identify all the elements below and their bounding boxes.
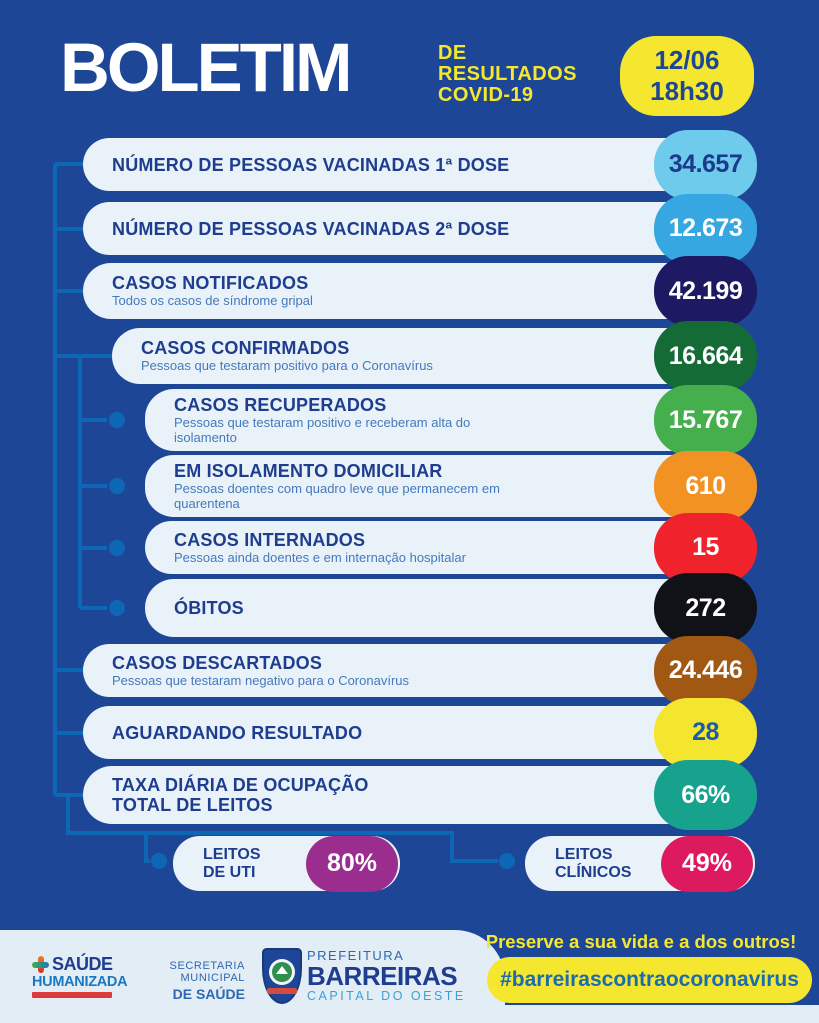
value-badge: 15 [654, 512, 757, 583]
value-badge: 80% [306, 835, 398, 892]
row-title: CASOS CONFIRMADOS [141, 338, 350, 359]
card-title-line1: LEITOS [203, 846, 261, 863]
row-text: ÓBITOS [145, 598, 356, 618]
prefeitura-barreiras-logo: PREFEITURA BARREIRAS CAPITAL DO OESTE [262, 948, 466, 1004]
saude-logo-tagline-bar [32, 992, 112, 998]
secretaria-line2: DE SAÚDE [172, 986, 245, 1002]
barreiras-shield-icon [262, 948, 302, 1004]
value-badge: 34.657 [654, 129, 757, 200]
prefeitura-line3: CAPITAL DO OESTE [307, 989, 466, 1003]
row-text: CASOS NOTIFICADOS Todos os casos de sínd… [83, 273, 425, 309]
stat-row-isolamento-domiciliar: EM ISOLAMENTO DOMICILIAR Pessoas doentes… [145, 451, 757, 521]
value-badge: 12.673 [654, 193, 757, 264]
time-label: 18h30 [650, 76, 724, 106]
row-subtitle: Pessoas ainda doentes e em internação ho… [174, 549, 466, 565]
value-badge: 49% [661, 835, 753, 892]
stat-row-casos-notificados: CASOS NOTIFICADOS Todos os casos de sínd… [83, 256, 757, 326]
stat-row-casos-descartados: CASOS DESCARTADOS Pessoas que testaram n… [83, 635, 757, 706]
value-badge: 42.199 [654, 256, 757, 326]
row-title: NÚMERO DE PESSOAS VACINADAS 2ª DOSE [112, 218, 510, 239]
saude-humanizada-logo: SAÚDE HUMANIZADA [32, 954, 128, 998]
row-text: NÚMERO DE PESSOAS VACINADAS 1ª DOSE [83, 155, 621, 175]
row-text: AGUARDANDO RESULTADO [83, 723, 474, 743]
secretaria-municipal-label: SECRETARIA MUNICIPAL DE SAÚDE [120, 960, 245, 1002]
bulletin-subtitle-line3: COVID-19 [438, 84, 534, 106]
card-leitos-clinicos: LEITOS CLÍNICOS 49% [525, 835, 755, 892]
stat-row-taxa-ocupacao-leitos: TAXA DIÁRIA DE OCUPAÇÃO TOTAL DE LEITOS … [83, 760, 757, 830]
saude-logo-line2: HUMANIZADA [32, 974, 128, 990]
card-title-line1: LEITOS [555, 846, 613, 863]
row-subtitle: Pessoas que testaram positivo e recebera… [174, 415, 471, 445]
preserve-message: Preserve a sua vida e a dos outros! [485, 931, 797, 952]
value-badge: 66% [654, 760, 757, 830]
card-title-line2: DE UTI [203, 863, 256, 881]
footer-light-band [0, 930, 505, 1023]
card-title: LEITOS DE UTI [173, 846, 261, 881]
saude-humanizada-cross-icon [32, 956, 49, 973]
stat-row-vacinadas-2-dose: NÚMERO DE PESSOAS VACINADAS 2ª DOSE 12.6… [83, 193, 757, 264]
row-subtitle: Pessoas que testaram positivo para o Cor… [141, 358, 433, 374]
value-badge: 272 [654, 573, 757, 643]
bulletin-subtitle-line1: DE [438, 42, 467, 64]
row-text: CASOS RECUPERADOS Pessoas que testaram p… [145, 395, 641, 445]
stat-row-casos-recuperados: CASOS RECUPERADOS Pessoas que testaram p… [145, 385, 757, 455]
row-title: CASOS RECUPERADOS [174, 395, 387, 415]
date-label: 12/06 [654, 45, 720, 75]
row-title: TAXA DIÁRIA DE OCUPAÇÃO TOTAL DE LEITOS [112, 775, 369, 815]
value-badge: 16.664 [654, 321, 757, 391]
card-leitos-uti: LEITOS DE UTI 80% [173, 835, 400, 892]
stat-row-casos-confirmados: CASOS CONFIRMADOS Pessoas que testaram p… [112, 321, 757, 391]
prefeitura-text: PREFEITURA BARREIRAS CAPITAL DO OESTE [307, 948, 466, 1004]
row-text: CASOS CONFIRMADOS Pessoas que testaram p… [112, 338, 545, 374]
stat-row-obitos: ÓBITOS 272 [145, 573, 757, 643]
row-title: CASOS DESCARTADOS [112, 652, 323, 673]
bulletin-subtitle: DE RESULTADOS COVID-19 [438, 43, 577, 106]
row-subtitle: Pessoas que testaram negativo para o Cor… [112, 672, 410, 688]
bulletin-subtitle-line2: RESULTADOS [438, 63, 577, 85]
row-text: NÚMERO DE PESSOAS VACINADAS 2ª DOSE [83, 219, 621, 239]
value-badge: 24.446 [654, 635, 757, 706]
row-text: TAXA DIÁRIA DE OCUPAÇÃO TOTAL DE LEITOS [83, 775, 504, 815]
stat-row-casos-internados: CASOS INTERNADOS Pessoas ainda doentes e… [145, 512, 757, 583]
row-text: CASOS DESCARTADOS Pessoas que testaram n… [83, 653, 521, 689]
card-title: LEITOS CLÍNICOS [525, 846, 631, 881]
row-text: CASOS INTERNADOS Pessoas ainda doentes e… [145, 530, 578, 566]
card-title-line2: CLÍNICOS [555, 863, 632, 881]
row-title: CASOS INTERNADOS [174, 529, 366, 550]
row-text: EM ISOLAMENTO DOMICILIAR Pessoas doentes… [145, 461, 626, 511]
hashtag-badge: #barreirascontraocoronavirus [487, 957, 812, 1003]
value-badge: 15.767 [654, 385, 757, 455]
row-title: ÓBITOS [174, 598, 244, 618]
saude-logo-line1: SAÚDE [52, 954, 113, 974]
prefeitura-line1: PREFEITURA [307, 948, 405, 963]
row-title: CASOS NOTIFICADOS [112, 273, 309, 294]
row-subtitle: Pessoas doentes com quadro leve que perm… [174, 481, 500, 511]
bulletin-title: BOLETIM [60, 29, 352, 106]
stat-row-vacinadas-1-dose: NÚMERO DE PESSOAS VACINADAS 1ª DOSE 34.6… [83, 129, 757, 200]
value-badge: 28 [654, 697, 757, 768]
row-title: AGUARDANDO RESULTADO [112, 722, 363, 743]
secretaria-line1: SECRETARIA MUNICIPAL [169, 960, 245, 984]
stat-row-aguardando-resultado: AGUARDANDO RESULTADO 28 [83, 697, 757, 768]
row-title: NÚMERO DE PESSOAS VACINADAS 1ª DOSE [112, 154, 510, 175]
prefeitura-line2: BARREIRAS [307, 961, 458, 991]
row-title: EM ISOLAMENTO DOMICILIAR [174, 461, 443, 481]
row-subtitle: Todos os casos de síndrome gripal [112, 293, 313, 309]
value-badge: 610 [654, 451, 757, 521]
date-time-badge: 12/06 18h30 [620, 36, 754, 116]
